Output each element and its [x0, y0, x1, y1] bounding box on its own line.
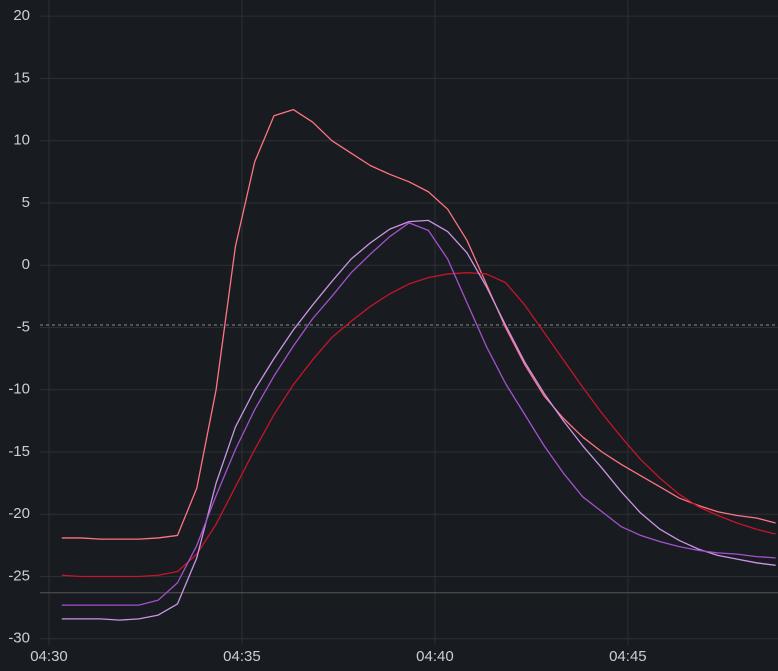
x-tick-label: 04:30 [30, 648, 68, 665]
series-line [61, 272, 776, 578]
x-tick-label: 04:40 [416, 648, 454, 665]
y-tick-label: 15 [13, 69, 30, 86]
y-tick-label: -10 [8, 381, 30, 398]
y-tick-label: -20 [8, 505, 30, 522]
x-tick-label: 04:35 [223, 648, 261, 665]
x-tick-label: 04:45 [609, 648, 647, 665]
series-line [61, 222, 776, 606]
y-tick-label: 0 [22, 256, 30, 273]
y-tick-label: -5 [17, 318, 30, 335]
series-line [61, 219, 776, 621]
y-tick-label: 20 [13, 7, 30, 24]
y-tick-label: -25 [8, 567, 30, 584]
y-tick-label: 10 [13, 132, 30, 149]
y-tick-label: -15 [8, 443, 30, 460]
y-tick-label: 5 [22, 194, 30, 211]
series-line [61, 108, 776, 540]
y-tick-label: -30 [8, 630, 30, 647]
